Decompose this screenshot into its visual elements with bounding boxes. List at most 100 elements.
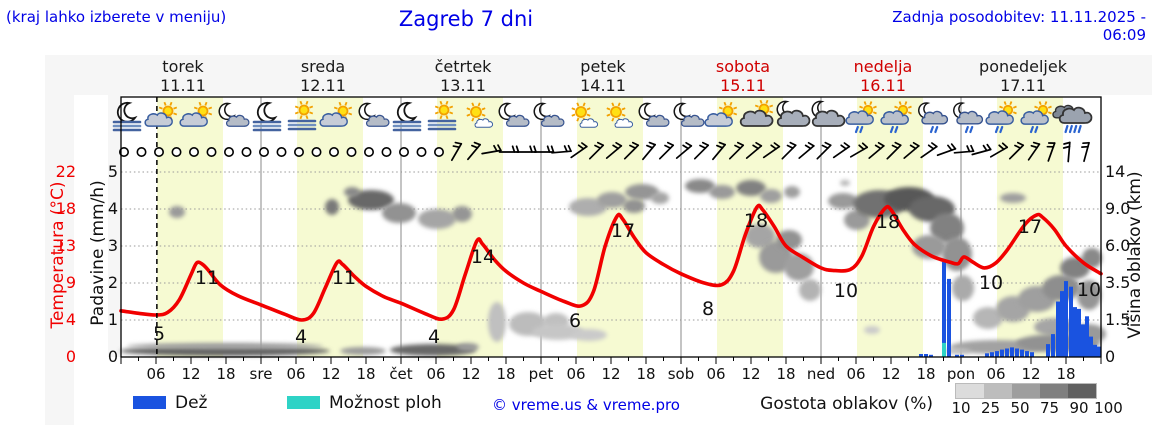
cloud-blob: [973, 307, 1003, 329]
rain-bar: [995, 351, 999, 357]
cloud-tick: 3.5: [1105, 273, 1131, 292]
day-name: ponedeljek: [979, 57, 1067, 76]
colorbar-scale-label: 10: [951, 399, 971, 417]
wind-calm-icon: [119, 147, 130, 158]
colorbar-scale-label: 100: [1094, 399, 1123, 417]
cloud-blob: [344, 187, 360, 197]
cloud-blob: [828, 193, 858, 209]
cloud-blob: [912, 235, 946, 259]
precip-tick: 0: [107, 347, 118, 366]
weather-icon-sun-cloud-rain: [880, 101, 912, 134]
wind-barb-icon: [971, 143, 992, 156]
x-tick-label: 18: [356, 365, 376, 383]
rain-bar: [1005, 348, 1009, 357]
showers-legend-label: Možnost ploh: [329, 393, 442, 413]
x-tick-label: 06: [146, 365, 166, 383]
precip-tick: 2: [107, 273, 118, 292]
day-date: 14.11: [580, 76, 626, 95]
daylight-band: [157, 97, 223, 357]
cloud-blob: [745, 224, 775, 248]
x-tick-label: 06: [426, 365, 446, 383]
wind-calm-icon: [293, 147, 304, 158]
colorbar-segment: [984, 384, 1012, 398]
wind-barb-icon: [450, 141, 463, 162]
cloud-blob: [864, 326, 880, 334]
rain-bar: [985, 353, 989, 357]
rain-bar: [1010, 347, 1014, 357]
rain-bar: [1060, 291, 1064, 357]
temperature-curve: [119, 203, 1103, 322]
copyright-link[interactable]: © vreme.us & vreme.pro: [492, 396, 680, 414]
wind-calm-icon: [224, 147, 235, 158]
rain-bar: [1077, 308, 1081, 357]
menu-hint-text[interactable]: (kraj lahko izberete v meniju): [6, 8, 227, 26]
cloud-blob: [325, 199, 339, 215]
weather-icon-sun-cloud-s: [606, 102, 634, 128]
day-date: 15.11: [720, 76, 766, 95]
wind-calm-icon: [416, 147, 427, 158]
weather-icon-moon-cloud-b: [811, 100, 846, 127]
rain-bar: [1025, 351, 1029, 357]
wind-barb-icon: [533, 145, 555, 153]
x-tick-label: 12: [461, 365, 481, 383]
cloud-density-label: Gostota oblakov (%): [760, 394, 933, 414]
x-tick-label: 06: [846, 365, 866, 383]
rain-bar: [1051, 334, 1055, 357]
rain-bar: [924, 354, 928, 357]
wind-calm-icon: [381, 147, 392, 158]
cloud-blob: [348, 190, 394, 210]
showers-legend-swatch: [287, 396, 320, 409]
wind-calm-icon: [189, 147, 200, 158]
x-tick-label: 18: [1056, 365, 1076, 383]
temp-value-label: 5: [153, 323, 165, 345]
temp-value-label: 4: [428, 326, 440, 348]
temp-value-label: 4: [295, 326, 307, 348]
cloud-blob: [736, 180, 766, 196]
cloud-blob: [571, 329, 607, 341]
temp-tick: 18: [55, 199, 76, 218]
day-header-sobota: sobota 15.11: [673, 57, 813, 95]
weather-icon-moon-fog: [252, 101, 282, 132]
colorbar-segment: [1012, 384, 1040, 398]
x-tick-label: 12: [741, 365, 761, 383]
wind-barb-icon: [762, 142, 781, 159]
cloud-blob: [776, 230, 802, 250]
weather-icon-moon-cloud-rain: [953, 102, 984, 134]
day-name: torek: [162, 57, 204, 76]
rain-bar: [929, 354, 933, 357]
colorbar-scale-label: 25: [980, 399, 1001, 417]
colorbar-segment: [1040, 384, 1068, 398]
day-name: sobota: [715, 57, 771, 76]
cloud-blob: [840, 180, 850, 186]
rain-bar: [960, 354, 964, 357]
cloud-tick: 0: [1105, 347, 1116, 366]
day-date: 12.11: [300, 76, 346, 95]
cloud-blob: [799, 279, 821, 301]
wind-barb-icon: [675, 141, 693, 159]
wind-barb-icon: [712, 141, 726, 161]
temp-tick: 22: [55, 162, 76, 181]
weather-icon-cloud-rain-heavy: [1052, 104, 1093, 134]
rain-bar: [1030, 352, 1034, 357]
wind-calm-icon: [311, 147, 322, 158]
rain-bar: [942, 261, 946, 357]
cloud-blob: [1082, 248, 1102, 268]
weather-icon-sun-cloud: [319, 101, 353, 127]
rain-bar: [1069, 286, 1073, 357]
cloud-blob: [651, 192, 669, 204]
cloud-blob: [952, 275, 974, 301]
weather-icon-sun-cloud-b: [739, 99, 774, 127]
wind-barb-icon: [498, 145, 520, 153]
rain-bar: [1000, 349, 1004, 357]
cloud-tick: 9.0: [1105, 199, 1131, 218]
x-tick-label: 18: [916, 365, 936, 383]
weather-icon-moon-cloud: [638, 102, 670, 127]
x-day-label-čet: čet: [389, 365, 413, 383]
x-tick-label: 18: [636, 365, 656, 383]
x-tick-label: 18: [216, 365, 236, 383]
daylight-band: [857, 97, 923, 357]
day-name: četrtek: [434, 57, 492, 76]
x-tick-label: 12: [1021, 365, 1041, 383]
wind-barb-icon: [1027, 141, 1041, 161]
